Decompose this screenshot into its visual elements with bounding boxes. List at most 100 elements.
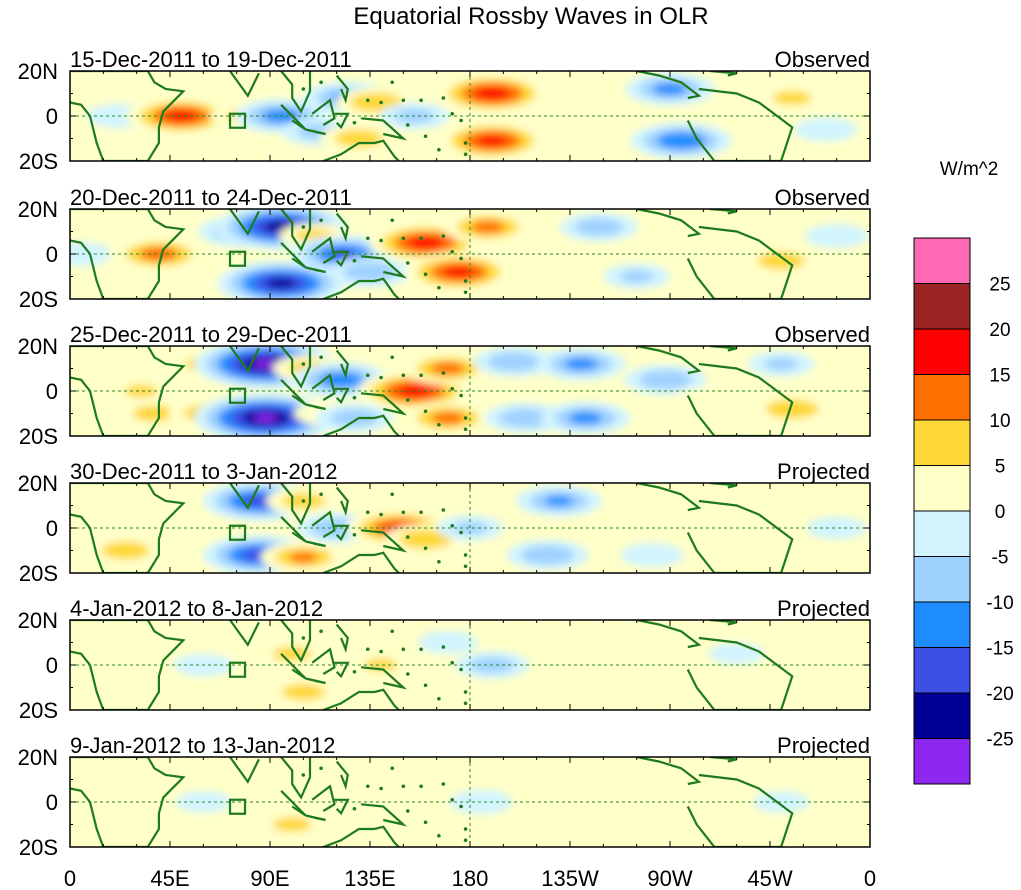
panel-period-label: 9-Jan-2012 to 13-Jan-2012: [70, 733, 335, 758]
panel-5: 20N 0 20S 4-Jan-2012 to 8-Jan-2012 Projected: [18, 596, 871, 723]
anomaly-cell: [772, 90, 812, 106]
anomaly-cell: [794, 117, 858, 142]
colorbar-swatch: [913, 328, 971, 375]
anomaly-cell: [101, 541, 150, 560]
anomaly-cell: [765, 399, 819, 419]
panel-period-label: 25-Dec-2011 to 29-Dec-2011: [70, 322, 352, 347]
anomaly-cell: [707, 97, 767, 121]
anomaly-cell: [671, 388, 735, 412]
anomaly-cell: [443, 266, 475, 278]
coastlines: [70, 209, 794, 299]
coastlines: [70, 620, 794, 710]
anomaly-cell: [319, 372, 363, 388]
colorbar-level-label: 10: [989, 411, 1010, 432]
panel-period-label: 30-Dec-2011 to 3-Jan-2012: [70, 459, 337, 484]
panel-status-label: Observed: [775, 47, 870, 72]
panel-3: 20N 0 20S 25-Dec-2011 to 29-Dec-2011 Observe…: [18, 322, 871, 449]
lon-tick-label: 45E: [150, 866, 189, 890]
colorbar-units: W/m^2: [940, 159, 999, 180]
panel-period-label: 15-Dec-2011 to 19-Dec-2011: [70, 47, 352, 72]
anomaly-cell: [132, 405, 177, 422]
anomaly-cell: [521, 545, 575, 565]
anomaly-cell: [639, 370, 692, 390]
lat-tick-label: 20S: [19, 835, 58, 860]
colorbar-swatch: [913, 556, 971, 603]
lat-tick-label: 20N: [18, 608, 58, 633]
lat-tick-label: 20N: [18, 197, 58, 222]
reference-box: [228, 798, 247, 815]
colorbar-swatch: [913, 738, 971, 785]
anomaly-cell: [611, 493, 675, 518]
colorbar-swatch: [913, 601, 971, 648]
anomaly-cell: [124, 384, 158, 398]
anomaly-cell: [71, 361, 135, 385]
anomaly-cell: [757, 251, 806, 270]
anomaly-cell: [564, 357, 598, 371]
lat-tick-label: 20S: [19, 149, 58, 174]
coastlines: [70, 71, 794, 161]
anomaly-cell: [599, 654, 652, 676]
anomaly-cell: [82, 498, 146, 522]
panel-status-label: Projected: [777, 733, 870, 758]
anomaly-cell: [95, 664, 156, 688]
lat-tick-label: 0: [46, 790, 58, 815]
anomaly-cell: [807, 516, 867, 540]
anomaly-cell: [620, 543, 684, 567]
lat-tick-label: 20S: [19, 698, 58, 723]
colorbar-level-label: -20: [986, 684, 1013, 705]
anomaly-cell: [272, 817, 312, 832]
anomaly-cell: [653, 82, 687, 96]
anomaly-cell: [499, 408, 552, 428]
anomaly-cell: [253, 413, 278, 423]
lat-tick-label: 0: [46, 104, 58, 129]
anomaly-cell: [574, 218, 623, 236]
colorbar-level-label: 5: [995, 457, 1006, 478]
anomaly-cell: [544, 495, 574, 507]
panel-6: 20N 0 20S 9-Jan-2012 to 13-Jan-2012 Projecte…: [18, 733, 871, 860]
anomaly-cell: [430, 362, 465, 375]
reference-box: [228, 112, 247, 129]
colorbar-swatch: [913, 692, 971, 739]
colorbar-level-label: 20: [989, 320, 1010, 341]
lat-tick-label: 20N: [18, 59, 58, 84]
chart-title: Equatorial Rossby Waves in OLR: [353, 3, 708, 30]
colorbar-level-label: 25: [989, 275, 1010, 296]
anomaly-cell: [139, 247, 179, 261]
anomaly-cell: [151, 136, 211, 159]
colorbar-swatch: [913, 465, 971, 512]
colorbar-level-label: 0: [995, 502, 1006, 523]
anomaly-cell: [418, 631, 478, 654]
panel-period-label: 20-Dec-2011 to 24-Dec-2011: [70, 185, 352, 210]
anomaly-cell: [281, 683, 326, 701]
panel-4: 20N 0 20S 30-Dec-2011 to 3-Jan-2012 Projecte…: [18, 459, 871, 586]
panels-group: 20N 0 20S 15-Dec-2011 to 19-Dec-2011 Observe…: [18, 47, 871, 860]
anomaly-cell: [253, 359, 278, 369]
colorbar-swatch: [913, 374, 971, 421]
coastlines: [70, 346, 794, 436]
lon-tick-label: 0: [864, 866, 876, 890]
anomaly-cell: [266, 278, 296, 289]
anomaly-cell: [407, 236, 444, 250]
colorbar: W/m^2 25 20 15 10 5 0 -5 -10 -15 -20 -25: [913, 159, 1014, 785]
panel-2: 20N 0 20S 20-Dec-2011 to 24-Dec-2011 Observe…: [18, 185, 871, 312]
lat-tick-label: 0: [46, 653, 58, 678]
longitude-axis: 0 45E 90E 135E 180 135W 90W 45W 0: [64, 866, 876, 890]
anomaly-cell: [343, 262, 397, 282]
colorbar-swatch: [913, 647, 971, 694]
anomaly-cell: [330, 409, 379, 427]
colorbar-swatch: [913, 510, 971, 557]
coastlines: [70, 483, 794, 573]
lon-tick-label: 0: [64, 866, 76, 890]
panel-period-label: 4-Jan-2012 to 8-Jan-2012: [70, 596, 323, 621]
anomaly-cell: [708, 642, 765, 665]
anomaly-cell: [351, 799, 411, 823]
anomaly-cell: [165, 110, 197, 122]
anomaly-cell: [518, 242, 578, 266]
lat-tick-label: 20S: [19, 424, 58, 449]
lat-tick-label: 20N: [18, 745, 58, 770]
anomaly-cell: [334, 129, 383, 148]
panel-1: 20N 0 20S 15-Dec-2011 to 19-Dec-2011 Observe…: [18, 47, 871, 174]
reference-box: [228, 661, 247, 678]
anomaly-cell: [430, 411, 465, 425]
